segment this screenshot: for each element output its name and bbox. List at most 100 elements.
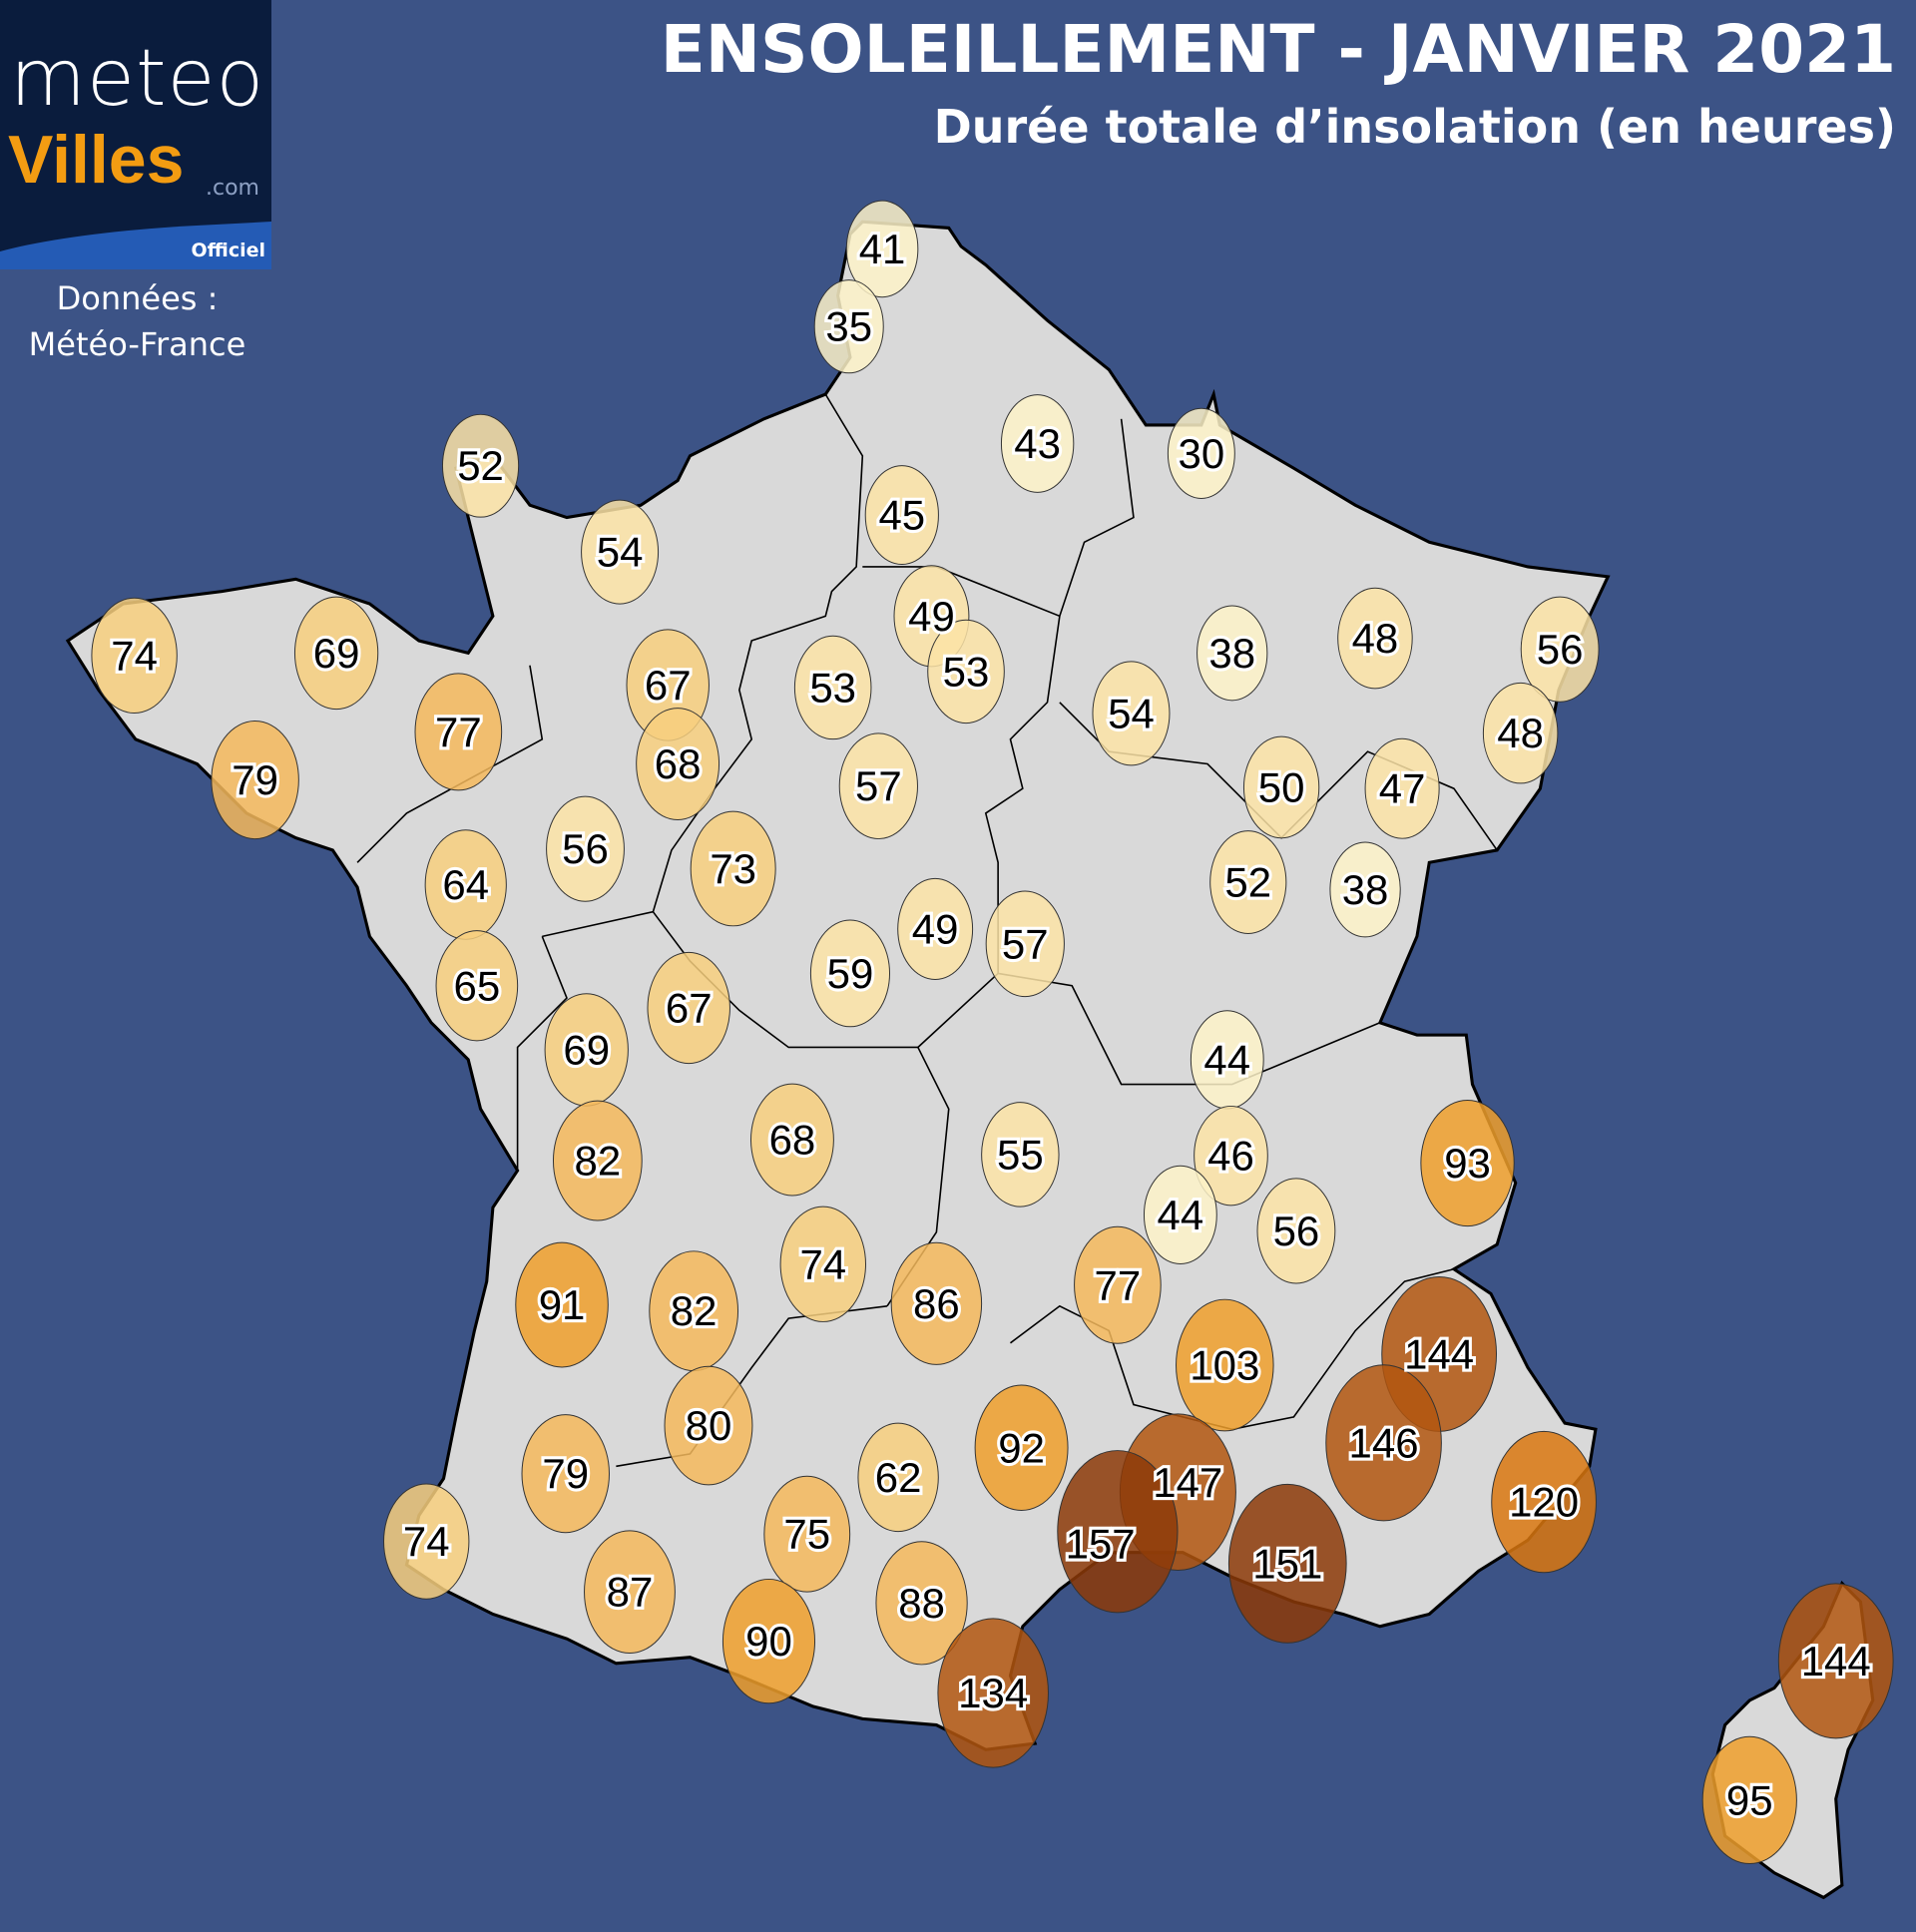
station-bubble: [1520, 596, 1600, 703]
station-value: 77: [435, 709, 482, 755]
station-bubble: [581, 499, 660, 605]
logo-badge-officiel: Officiel: [191, 240, 265, 261]
station-value: 93: [1444, 1140, 1491, 1187]
station-value: 120: [1509, 1479, 1579, 1526]
station-bubble: [937, 1618, 1049, 1768]
station-value: 56: [562, 825, 609, 872]
station-bubble: [1325, 1364, 1442, 1522]
station-value: 48: [1497, 710, 1544, 756]
station-bubble: [721, 1578, 816, 1704]
logo-text-villes: Villes: [8, 122, 185, 198]
station-bubble: [211, 721, 299, 840]
station-value: 103: [1190, 1342, 1259, 1389]
station-bubble: [1242, 735, 1320, 839]
station-value: 67: [666, 984, 713, 1031]
station-bubble: [974, 1384, 1069, 1511]
source-label: Données :: [56, 279, 219, 317]
station-value: 79: [232, 756, 278, 803]
logo-text-meteo: meteo: [10, 34, 265, 124]
station-bubble: [813, 279, 884, 374]
station-bubble: [1701, 1735, 1797, 1864]
station-bubble: [1777, 1583, 1894, 1739]
station-bubble: [647, 951, 730, 1065]
station-value: 52: [1224, 859, 1271, 906]
station-bubble: [1074, 1225, 1162, 1344]
station-bubble: [1337, 587, 1413, 690]
station-bubble: [383, 1483, 470, 1600]
station-bubble: [875, 1541, 968, 1666]
station-value: 65: [454, 962, 501, 1009]
station-bubble: [441, 413, 520, 518]
station-bubble: [779, 1206, 866, 1322]
station-value: 56: [1537, 626, 1584, 673]
station-value: 57: [1002, 920, 1049, 967]
station-bubble: [91, 597, 178, 714]
station-bubble: [1197, 605, 1268, 702]
station-value: 146: [1349, 1419, 1419, 1466]
station-bubble: [1057, 1450, 1179, 1614]
station-bubble: [845, 200, 919, 298]
logo-text-com: .com: [206, 176, 259, 201]
station-bubble: [1000, 394, 1075, 493]
station-bubble: [690, 810, 776, 927]
station-value: 35: [825, 303, 872, 350]
station-value: 67: [645, 662, 692, 709]
station-markers: 41 35 52 43 30 45 54 49 53 74 69 67 53 38 48 56 54 77 68 57…: [91, 200, 1894, 1864]
station-value: 38: [1208, 630, 1255, 677]
station-value: 147: [1153, 1459, 1222, 1506]
station-value: 69: [313, 630, 360, 677]
station-value: 46: [1207, 1133, 1254, 1180]
station-value: 30: [1179, 430, 1225, 477]
station-bubble: [1176, 1298, 1274, 1432]
station-value: 38: [1342, 866, 1389, 913]
station-bubble: [1420, 1100, 1515, 1227]
station-bubble: [1092, 661, 1171, 766]
station-bubble: [414, 673, 503, 791]
station-value: 86: [913, 1280, 960, 1327]
station-bubble: [435, 930, 519, 1042]
station-value: 57: [855, 762, 902, 809]
meteovilles-logo: meteo Villes .com Officiel: [0, 0, 271, 269]
station-value: 88: [898, 1580, 945, 1627]
station-value: 87: [607, 1569, 654, 1616]
station-value: 64: [442, 861, 489, 908]
station-value: 151: [1252, 1540, 1322, 1587]
station-bubble: [981, 1102, 1060, 1208]
station-value: 144: [1801, 1638, 1871, 1685]
station-bubble: [636, 708, 720, 820]
station-bubble: [1482, 682, 1559, 784]
station-value: 53: [809, 664, 856, 711]
station-bubble: [1194, 1105, 1268, 1207]
station-bubble: [546, 795, 625, 902]
station-value: 43: [1014, 420, 1061, 467]
station-value: 47: [1379, 765, 1426, 812]
station-bubble: [584, 1530, 676, 1655]
station-value: 49: [912, 905, 959, 952]
station-value: 95: [1726, 1776, 1773, 1823]
station-value: 82: [575, 1138, 622, 1185]
station-value: 79: [542, 1450, 589, 1497]
station-bubble: [1167, 407, 1235, 500]
station-bubble: [1491, 1430, 1597, 1574]
station-bubble: [552, 1100, 643, 1221]
station-value: 56: [1273, 1208, 1320, 1254]
station-value: 77: [1095, 1261, 1142, 1308]
station-bubble: [515, 1241, 609, 1368]
data-source: Données : Météo-France: [0, 275, 274, 367]
station-bubble: [1256, 1178, 1336, 1284]
station-bubble: [793, 635, 872, 740]
station-bubble: [293, 596, 379, 711]
station-bubble: [1143, 1165, 1217, 1265]
station-bubble: [890, 1241, 983, 1365]
station-bubble: [857, 1422, 939, 1533]
station-value: 41: [859, 226, 906, 272]
station-value: 69: [563, 1026, 610, 1073]
station-bubble: [864, 465, 939, 566]
station-value: 48: [1352, 615, 1399, 662]
station-value: 53: [943, 648, 990, 695]
station-value: 90: [745, 1618, 792, 1665]
station-value: 75: [783, 1511, 830, 1558]
station-value: 134: [958, 1670, 1028, 1716]
station-value: 157: [1066, 1521, 1136, 1568]
station-bubble: [927, 619, 1005, 724]
